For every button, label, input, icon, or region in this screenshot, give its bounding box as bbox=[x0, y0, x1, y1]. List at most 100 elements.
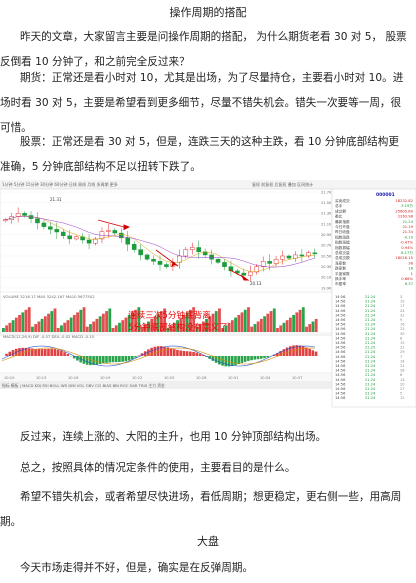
quote-row-label: 总成交量 bbox=[335, 250, 350, 255]
tick-price: 21.24 bbox=[365, 378, 376, 382]
quote-row-label: 最新指数 bbox=[335, 219, 350, 224]
macd-bar bbox=[108, 356, 112, 363]
macd-bar bbox=[227, 356, 231, 367]
macd-bar bbox=[218, 356, 221, 365]
macd-bar bbox=[127, 356, 131, 361]
candle-body bbox=[22, 213, 27, 216]
macd-bar bbox=[31, 348, 34, 356]
volume-bar bbox=[211, 313, 215, 332]
quote-row-value: 18232.82 bbox=[395, 199, 413, 203]
candle-body bbox=[286, 255, 292, 259]
candle-body bbox=[125, 237, 131, 245]
tick-time: 14:56 bbox=[335, 369, 346, 373]
volume-bar bbox=[172, 322, 176, 332]
macd-bar bbox=[234, 356, 237, 366]
candle-body bbox=[67, 235, 73, 240]
volume-bar bbox=[47, 313, 50, 332]
candle-body bbox=[86, 239, 92, 244]
quote-row-label: 换手率 bbox=[335, 276, 346, 281]
volume-bar bbox=[292, 315, 296, 332]
volume-bar bbox=[185, 312, 189, 332]
candle-body bbox=[222, 262, 227, 267]
volume-bar bbox=[234, 317, 237, 332]
y-tick-label: 20.90 bbox=[321, 233, 332, 237]
macd-bar bbox=[272, 354, 276, 356]
quote-row-label: 市盈率 bbox=[335, 281, 346, 286]
macd-bar bbox=[72, 356, 76, 359]
volume-bar bbox=[160, 311, 163, 332]
tick-price: 21.24 bbox=[365, 369, 376, 373]
candle-body bbox=[144, 254, 150, 260]
volume-bar bbox=[156, 313, 160, 332]
macd-bar bbox=[195, 352, 199, 356]
macd-bar bbox=[11, 350, 15, 356]
quote-row-value: 0.86% bbox=[401, 277, 413, 281]
tick-volume: 15 bbox=[400, 341, 405, 345]
tick-time: 14:56 bbox=[335, 309, 346, 313]
macd-bar bbox=[282, 349, 286, 356]
time-tick-label: 10:34 bbox=[260, 376, 271, 380]
tick-time: 14:56 bbox=[335, 323, 346, 327]
tick-time: 14:56 bbox=[335, 313, 346, 317]
candle-body bbox=[138, 249, 143, 256]
tick-volume: 8 bbox=[400, 336, 403, 340]
candle-body bbox=[48, 226, 53, 230]
tick-volume: 5 bbox=[400, 392, 402, 396]
macd-bar bbox=[314, 351, 318, 356]
tick-price: 21.24 bbox=[365, 341, 376, 345]
candle-body bbox=[157, 261, 163, 265]
tick-price: 21.24 bbox=[365, 323, 376, 327]
tick-time: 14:56 bbox=[335, 327, 346, 331]
volume-bar bbox=[250, 326, 254, 332]
macd-bar bbox=[147, 349, 150, 356]
candle-body bbox=[247, 271, 253, 276]
volume-bar bbox=[108, 308, 112, 332]
macd-bar bbox=[230, 356, 234, 367]
volume-bar bbox=[66, 320, 70, 332]
time-tick-label: 10:31 bbox=[228, 376, 238, 380]
quote-row-value: 1 bbox=[411, 272, 413, 276]
candle-body bbox=[299, 254, 305, 257]
volume-bar bbox=[72, 315, 76, 332]
volume-bar bbox=[27, 307, 31, 332]
tick-price: 21.24 bbox=[365, 295, 376, 299]
paragraph-6: 希望不错失机会，或者希望尽快进场，看低周期；想更稳定，更右侧一些，用高周期。 bbox=[0, 491, 402, 528]
volume-bar bbox=[43, 316, 47, 332]
tick-time: 14:56 bbox=[335, 341, 346, 345]
quote-row-value: 18 bbox=[408, 267, 413, 271]
volume-bar bbox=[92, 321, 96, 332]
volume-bar bbox=[179, 317, 183, 332]
macd-bar bbox=[21, 347, 24, 356]
volume-bar bbox=[8, 322, 12, 332]
candle-body bbox=[312, 252, 318, 255]
macd-bar bbox=[288, 346, 292, 356]
stock-code: 000001 bbox=[376, 192, 395, 198]
macd-bar bbox=[179, 350, 182, 356]
volume-bar bbox=[311, 321, 315, 332]
volume-bar bbox=[5, 325, 9, 332]
macd-bar bbox=[56, 349, 60, 356]
tick-time: 14:56 bbox=[335, 382, 346, 386]
volume-bar bbox=[95, 318, 99, 332]
volume-bar bbox=[214, 311, 218, 332]
macd-bar bbox=[63, 352, 66, 356]
volume-bar bbox=[79, 309, 83, 332]
macd-bar bbox=[95, 356, 99, 365]
volume-bar bbox=[276, 328, 279, 332]
macd-bar bbox=[221, 356, 224, 366]
volume-bar bbox=[24, 309, 28, 332]
volume-bar bbox=[221, 328, 225, 332]
quote-row-value: 3.19万 bbox=[401, 204, 413, 208]
volume-bar bbox=[305, 326, 308, 332]
volume-bar bbox=[130, 312, 134, 332]
quote-row-label: 总成交额 bbox=[335, 255, 350, 260]
tick-volume: 13 bbox=[400, 378, 405, 382]
volume-bar bbox=[256, 321, 260, 332]
tick-volume: 14 bbox=[400, 359, 405, 363]
volume-bar bbox=[205, 318, 208, 332]
volume-bar bbox=[105, 311, 109, 332]
candle-body bbox=[306, 252, 311, 257]
macd-bar bbox=[295, 345, 299, 356]
tick-time: 14:56 bbox=[335, 387, 346, 391]
volume-bar bbox=[192, 307, 196, 332]
